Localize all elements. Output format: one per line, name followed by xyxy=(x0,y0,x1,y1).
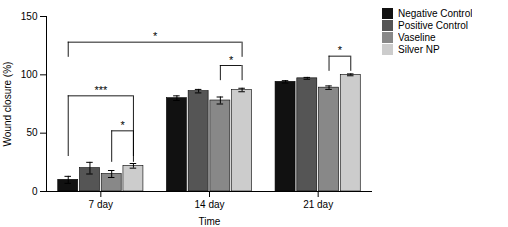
html-text:Positive Control: Positive Control xyxy=(398,20,468,31)
html-text:Silver NP: Silver NP xyxy=(398,44,440,55)
svg-text:*: * xyxy=(229,54,234,66)
svg-text:14 day: 14 day xyxy=(194,199,224,210)
svg-text:*: * xyxy=(120,119,125,131)
svg-text:*: * xyxy=(153,30,158,42)
html-text:Negative Control: Negative Control xyxy=(398,8,473,19)
svg-text:7 day: 7 day xyxy=(89,199,113,210)
html-text:Vaseline: Vaseline xyxy=(398,32,436,43)
svg-text:21 day: 21 day xyxy=(303,199,333,210)
svg-text:*: * xyxy=(338,44,343,56)
svg-text:100: 100 xyxy=(21,69,38,80)
svg-text:150: 150 xyxy=(21,11,38,22)
svg-text:Wound closure (%): Wound closure (%) xyxy=(2,62,13,147)
svg-text:Time: Time xyxy=(199,216,221,227)
svg-text:50: 50 xyxy=(26,127,38,138)
svg-text:0: 0 xyxy=(32,186,38,197)
svg-text:***: *** xyxy=(94,84,108,96)
